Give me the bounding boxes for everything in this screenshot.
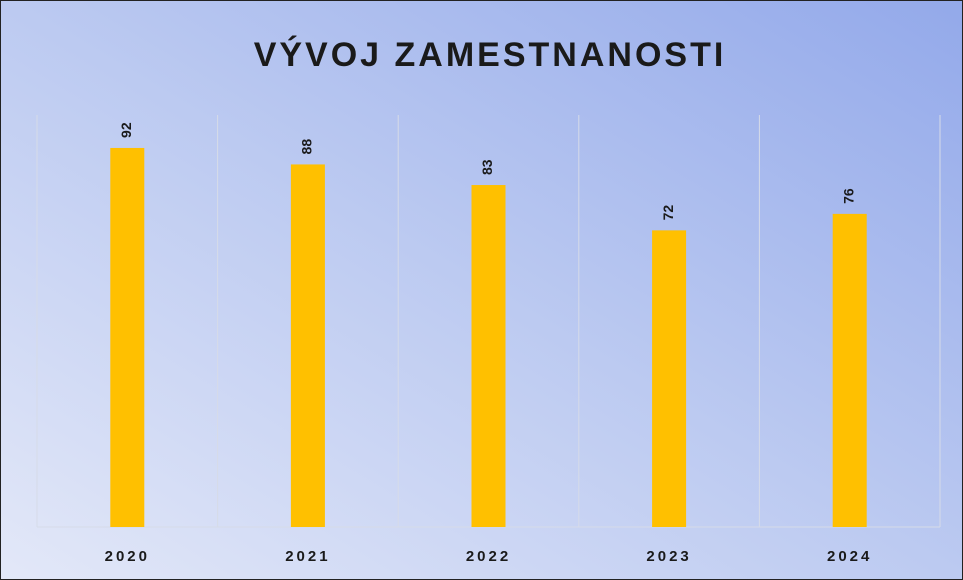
- data-label: 88: [299, 139, 315, 155]
- x-tick-label: 2021: [285, 548, 330, 565]
- x-tick-label: 2024: [827, 548, 872, 565]
- data-label: 72: [660, 205, 676, 221]
- data-label: 76: [840, 188, 856, 204]
- chart-title: VÝVOJ ZAMESTNANOSTI: [254, 36, 727, 74]
- data-label: 83: [479, 159, 495, 175]
- x-tick-label: 2020: [105, 548, 150, 565]
- bar: [290, 164, 325, 527]
- data-label: 92: [118, 122, 134, 138]
- x-tick-label: 2023: [646, 548, 691, 565]
- bar: [652, 230, 687, 528]
- bar: [832, 213, 867, 527]
- bar: [471, 185, 506, 528]
- bar: [110, 147, 145, 527]
- x-tick-label: 2022: [466, 548, 511, 565]
